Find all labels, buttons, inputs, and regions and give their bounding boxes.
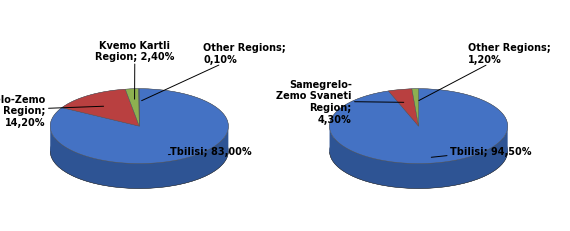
Polygon shape bbox=[388, 89, 418, 127]
Text: Kvemo Kartli
Region; 2,40%: Kvemo Kartli Region; 2,40% bbox=[95, 40, 174, 100]
Polygon shape bbox=[329, 89, 508, 164]
Text: Other Regions;
0,10%: Other Regions; 0,10% bbox=[141, 43, 286, 101]
Text: Other Regions;
1,20%: Other Regions; 1,20% bbox=[419, 43, 550, 101]
Polygon shape bbox=[50, 127, 229, 189]
Ellipse shape bbox=[329, 114, 508, 189]
Ellipse shape bbox=[329, 89, 508, 164]
Polygon shape bbox=[412, 89, 418, 127]
Polygon shape bbox=[50, 89, 229, 164]
Text: Tbilisi; 94,50%: Tbilisi; 94,50% bbox=[431, 146, 531, 158]
Ellipse shape bbox=[50, 114, 229, 189]
Polygon shape bbox=[329, 127, 508, 189]
Text: Tbilisi; 83,00%: Tbilisi; 83,00% bbox=[168, 146, 252, 156]
Polygon shape bbox=[125, 89, 139, 127]
Text: Samegrelo-Zemo
Svaneti Region;
14,20%: Samegrelo-Zemo Svaneti Region; 14,20% bbox=[0, 94, 104, 127]
Polygon shape bbox=[62, 90, 139, 127]
Ellipse shape bbox=[50, 89, 229, 164]
Text: Samegrelo-
Zemo Svaneti
Region;
4,30%: Samegrelo- Zemo Svaneti Region; 4,30% bbox=[276, 79, 404, 124]
